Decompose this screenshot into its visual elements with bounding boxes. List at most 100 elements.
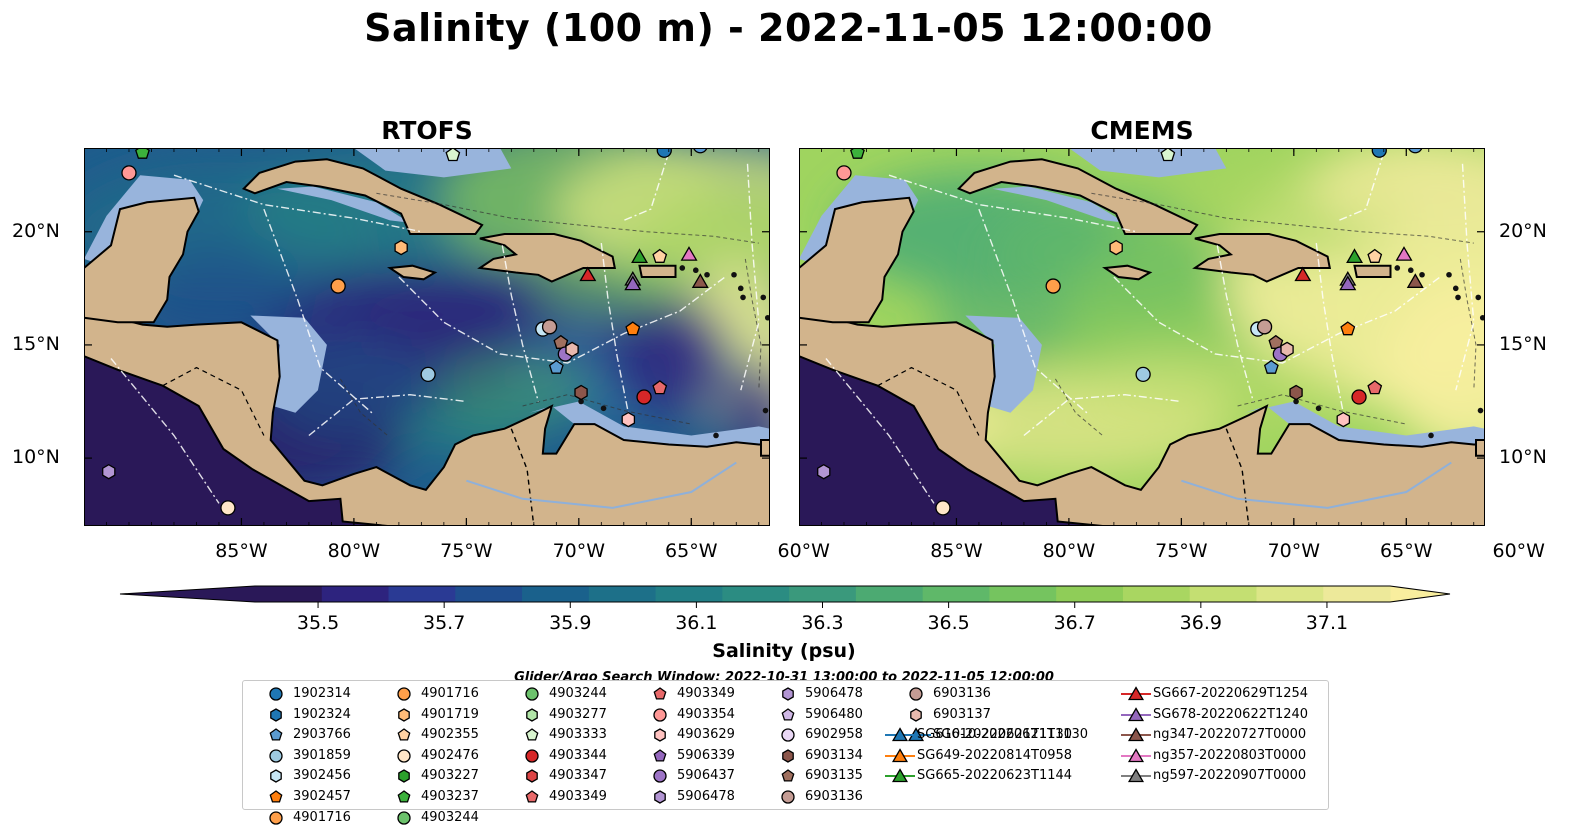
land-cuba	[956, 158, 1199, 235]
legend-marker	[526, 769, 538, 784]
map-panel-rtofs[interactable]	[84, 148, 770, 526]
country-border	[270, 340, 281, 441]
land-yucatan	[84, 196, 200, 324]
colorbar-segment	[1323, 586, 1391, 602]
legend-label: ng597-20220907T0000	[1153, 768, 1307, 784]
bathymetry-contour	[1459, 258, 1477, 391]
float-marker	[1367, 248, 1383, 263]
legend-symbol	[781, 790, 795, 804]
float-marker	[1109, 239, 1123, 256]
bathymetry-contour	[1091, 192, 1474, 244]
bathymetry-contour	[1237, 394, 1407, 425]
colorbar-segment	[255, 586, 323, 602]
float-marker	[121, 165, 137, 181]
eez-boundary	[1338, 152, 1385, 222]
legend-symbol	[397, 687, 411, 701]
legend-symbol	[910, 707, 922, 722]
legend-marker	[525, 790, 539, 803]
legend-label: 4903277	[549, 706, 607, 722]
land-jam	[1102, 264, 1153, 281]
land-trinidad	[760, 439, 770, 457]
legend-label: 1902314	[293, 686, 351, 701]
legend-marker	[1121, 686, 1151, 701]
legend-triangle	[891, 727, 909, 742]
legend-label: 3902456	[293, 768, 351, 784]
island	[764, 314, 770, 321]
legend-symbol	[397, 728, 411, 741]
island	[1293, 398, 1299, 405]
legend-marker	[653, 769, 667, 784]
map-panel-cmems[interactable]	[799, 148, 1485, 526]
land-yucatan	[799, 196, 915, 324]
legend-label: 3901859	[293, 747, 351, 763]
colorbar-tick-label: 35.9	[549, 612, 592, 634]
lon-label: 65°W	[665, 540, 718, 562]
lat-label-left: 20°N	[12, 219, 60, 242]
eez-boundary	[825, 358, 935, 504]
colorbar-tick-label: 35.7	[423, 612, 466, 634]
land-pr	[638, 264, 677, 278]
shelf-bahamas	[353, 148, 512, 178]
lat-label-left: 15°N	[12, 332, 60, 355]
colorbar-segment	[789, 586, 857, 602]
eez-boundary	[600, 243, 629, 413]
colorbar-outline	[119, 585, 1451, 603]
island	[1315, 405, 1322, 412]
legend-marker	[1121, 768, 1151, 783]
float-marker	[135, 148, 150, 159]
legend-marker	[269, 687, 283, 701]
float-marker	[624, 275, 642, 291]
island	[1455, 294, 1461, 301]
shelf-miskito	[965, 315, 1042, 413]
legend-marker	[653, 707, 667, 722]
legend-label: 6903136	[933, 686, 991, 701]
legend-marker	[909, 687, 923, 701]
island	[1419, 271, 1425, 278]
island	[704, 271, 710, 278]
island	[760, 294, 767, 301]
legend-symbol	[525, 728, 539, 741]
legend-label: 6903136	[805, 789, 863, 804]
eez-boundary	[1455, 163, 1475, 391]
float-marker	[1340, 321, 1356, 336]
colorbar	[119, 585, 1451, 608]
legend-symbol	[398, 769, 410, 784]
country-border	[162, 366, 265, 436]
legend-label: 6903135	[805, 768, 863, 784]
legend-symbol	[653, 707, 667, 722]
float-marker	[102, 463, 116, 480]
float-marker	[1367, 380, 1383, 395]
island	[1477, 407, 1484, 414]
eez-boundary	[1216, 245, 1254, 402]
island	[679, 265, 686, 271]
legend-symbol	[269, 687, 283, 701]
float-marker	[631, 248, 649, 264]
legend-symbol	[525, 790, 539, 803]
lon-label: 70°W	[552, 540, 606, 562]
legend-symbol	[654, 790, 666, 804]
colorbar-extend-high	[1390, 586, 1450, 602]
shelf-venez	[529, 401, 770, 447]
legend-symbol	[269, 790, 283, 803]
lon-label: 85°W	[215, 540, 268, 562]
legend-symbol	[270, 769, 282, 784]
colorbar-segment	[1256, 586, 1324, 602]
eez-boundary	[1113, 276, 1441, 364]
legend-label: 5906478	[805, 686, 863, 701]
legend-symbol	[398, 707, 410, 722]
legend-marker	[885, 747, 915, 762]
island	[737, 285, 744, 292]
legend-symbol	[781, 769, 795, 782]
legend-label: 4903227	[421, 768, 479, 784]
eez-boundary	[740, 163, 760, 391]
legend-label: ng357-20220803T0000	[1153, 747, 1307, 763]
island	[713, 432, 719, 439]
land-cuba	[241, 158, 484, 235]
legend-label: 6903137	[933, 706, 991, 722]
float-marker	[652, 248, 668, 263]
colorbar-tick-label: 36.9	[1179, 612, 1222, 634]
float-marker	[220, 500, 236, 516]
legend-label: 4903237	[421, 789, 479, 804]
land-trinidad	[1475, 439, 1485, 457]
river	[466, 461, 737, 509]
